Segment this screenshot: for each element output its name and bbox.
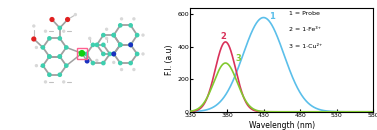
Circle shape [112, 33, 116, 37]
Circle shape [101, 61, 106, 65]
Circle shape [57, 26, 62, 30]
Circle shape [141, 52, 145, 56]
Circle shape [74, 13, 77, 16]
Circle shape [62, 30, 65, 33]
Circle shape [111, 51, 116, 56]
Circle shape [78, 50, 85, 57]
Circle shape [118, 43, 123, 47]
Text: 3 = 1·Cu²⁺: 3 = 1·Cu²⁺ [289, 44, 322, 48]
Circle shape [128, 43, 133, 47]
Circle shape [112, 52, 116, 56]
Circle shape [112, 61, 115, 64]
Circle shape [132, 17, 136, 21]
Text: 2: 2 [221, 32, 226, 41]
Text: 3: 3 [236, 54, 242, 63]
Circle shape [105, 28, 108, 31]
Circle shape [118, 43, 123, 47]
Circle shape [90, 43, 95, 47]
Circle shape [135, 33, 139, 37]
Circle shape [47, 36, 52, 41]
Circle shape [128, 23, 133, 28]
Circle shape [120, 68, 123, 71]
X-axis label: Wavelength (nm): Wavelength (nm) [249, 121, 315, 130]
Circle shape [62, 80, 65, 84]
Circle shape [90, 61, 95, 65]
Circle shape [41, 45, 45, 50]
Circle shape [141, 33, 145, 37]
Circle shape [57, 72, 62, 77]
Circle shape [35, 46, 38, 49]
Text: 1: 1 [270, 12, 275, 21]
Circle shape [118, 23, 123, 28]
Circle shape [84, 52, 89, 56]
Circle shape [64, 45, 69, 50]
Circle shape [32, 24, 35, 28]
Circle shape [112, 52, 116, 56]
Circle shape [95, 59, 98, 62]
Circle shape [64, 63, 69, 68]
Circle shape [57, 36, 62, 41]
Circle shape [107, 52, 112, 56]
Circle shape [95, 43, 99, 47]
Circle shape [65, 17, 70, 22]
Circle shape [57, 54, 62, 59]
Circle shape [118, 43, 123, 47]
Circle shape [128, 61, 133, 65]
Circle shape [84, 59, 90, 64]
Circle shape [118, 61, 123, 65]
Circle shape [101, 43, 106, 47]
Circle shape [120, 17, 123, 21]
Circle shape [47, 54, 52, 59]
Circle shape [128, 42, 133, 47]
Circle shape [35, 64, 38, 67]
Circle shape [88, 37, 91, 40]
Text: 1 = Probe: 1 = Probe [289, 11, 320, 16]
Circle shape [41, 63, 45, 68]
Circle shape [44, 80, 47, 84]
Circle shape [132, 68, 136, 71]
Circle shape [47, 72, 52, 77]
Circle shape [44, 30, 47, 33]
Circle shape [57, 54, 62, 59]
Circle shape [47, 54, 52, 59]
Circle shape [101, 52, 106, 56]
Y-axis label: F.I. (a.u): F.I. (a.u) [166, 45, 175, 75]
Circle shape [105, 37, 108, 40]
Circle shape [112, 33, 116, 37]
Circle shape [128, 43, 133, 47]
Circle shape [31, 36, 37, 42]
Circle shape [101, 33, 106, 37]
Circle shape [49, 17, 55, 22]
Text: 2 = 1·Fe³⁺: 2 = 1·Fe³⁺ [289, 27, 321, 32]
Circle shape [135, 52, 139, 56]
